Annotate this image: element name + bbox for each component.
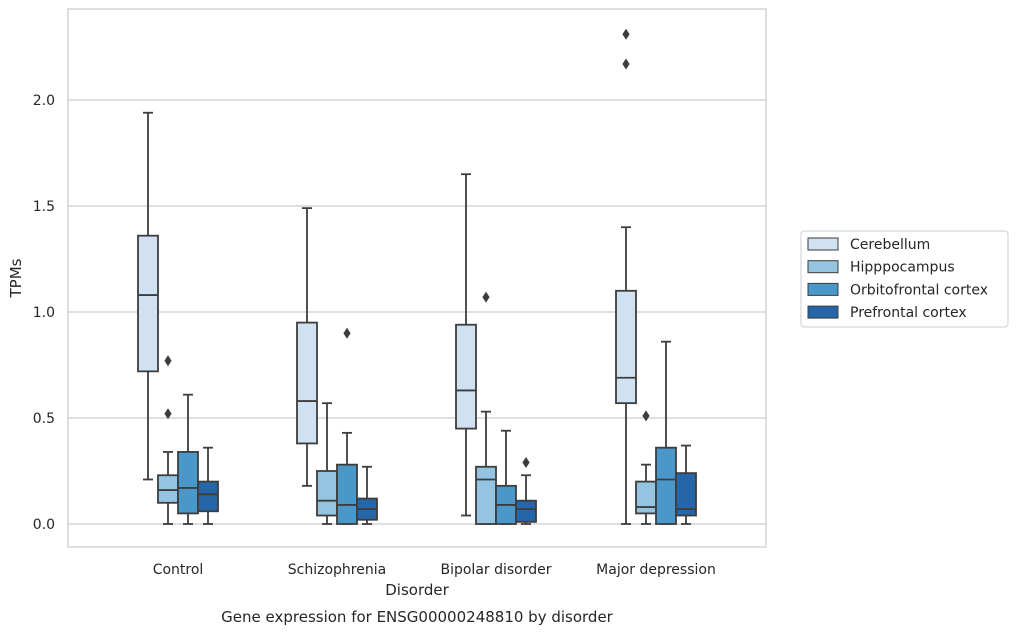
box-cerebellum [137,111,159,481]
outlier-marker [522,457,530,469]
legend-frame [800,230,1009,328]
box-groups [137,28,697,525]
outlier-marker [622,28,630,40]
x-tick-label: Bipolar disorder [440,562,551,578]
box-iqr [635,480,657,515]
legend-label: Hipppocampus [850,260,955,276]
y-tick-labels: 0.0 0.5 1.0 1.5 2.0 [33,93,55,533]
box-prefrontal-cortex [356,465,378,525]
legend-swatch [807,237,839,251]
x-axis-label: Disorder [385,581,449,599]
legend: Cerebellum Hipppocampus Orbitofrontal cort… [800,230,1009,328]
box-iqr [336,463,358,525]
y-tick-label: 0.0 [33,517,55,533]
chart-caption: Gene expression for ENSG00000248810 by d… [221,608,614,626]
box-hipppocampus [475,291,497,525]
box-iqr [177,451,199,515]
x-tick-labels: Control Schizophrenia Bipolar disorder Majo… [153,562,716,578]
box-orbitofrontal-cortex [336,327,358,525]
box-iqr [515,499,537,523]
y-tick-label: 2.0 [33,93,55,109]
x-tick-label: Control [153,562,204,578]
plot-area-frame [67,8,767,548]
legend-swatch [807,305,839,319]
box-iqr [655,446,677,525]
legend-label: Orbitofrontal cortex [850,282,988,298]
box-cerebellum [615,28,637,525]
box-orbitofrontal-cortex [655,340,677,525]
box-iqr [615,289,637,405]
box-prefrontal-cortex [675,444,697,525]
box-iqr [157,474,179,504]
y-tick-label: 0.5 [33,411,55,427]
box-iqr [137,234,159,373]
box-orbitofrontal-cortex [177,393,199,525]
legend-swatch [807,260,839,274]
box-iqr [197,480,219,513]
outlier-marker [482,291,490,303]
box-cerebellum [455,173,477,517]
outlier-marker [164,408,172,420]
box-prefrontal-cortex [197,446,219,525]
box-iqr [296,321,318,445]
box-hipppocampus [635,410,657,525]
box-iqr [475,465,497,525]
box-prefrontal-cortex [515,457,537,525]
legend-swatch [807,282,839,296]
outlier-marker [622,58,630,70]
outlier-marker [642,410,650,422]
box-iqr [316,470,338,517]
y-tick-label: 1.0 [33,305,55,321]
x-tick-label: Major depression [596,562,716,578]
outlier-marker [343,327,351,339]
box-iqr [675,472,697,517]
legend-label: Prefrontal cortex [850,305,967,321]
y-tick-label: 1.5 [33,199,55,215]
legend-label: Cerebellum [850,237,930,253]
box-hipppocampus [316,402,338,525]
box-cerebellum [296,207,318,487]
box-iqr [455,323,477,430]
x-tick-label: Schizophrenia [288,562,386,578]
y-axis-label: TPMs [7,258,25,298]
outlier-marker [164,355,172,367]
